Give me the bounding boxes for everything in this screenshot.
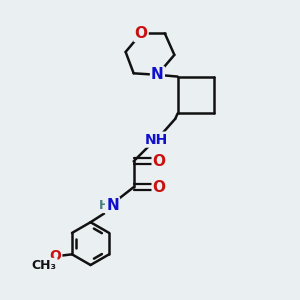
Text: O: O (153, 180, 166, 195)
Text: NH: NH (144, 133, 168, 147)
Text: N: N (151, 67, 164, 82)
Text: CH₃: CH₃ (32, 259, 57, 272)
Text: O: O (153, 154, 166, 169)
Text: N: N (106, 198, 119, 213)
Text: O: O (50, 249, 61, 263)
Text: O: O (135, 26, 148, 41)
Text: H: H (98, 199, 109, 212)
